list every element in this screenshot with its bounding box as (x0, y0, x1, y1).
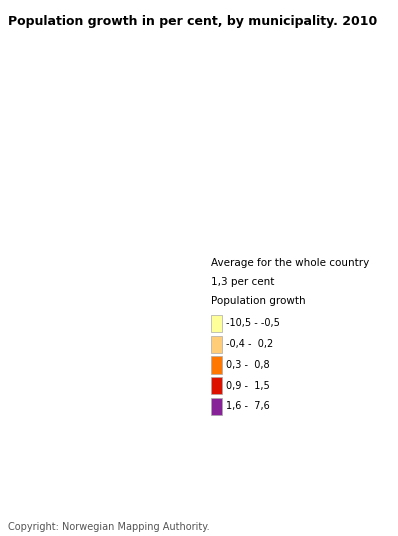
FancyBboxPatch shape (211, 356, 222, 374)
Text: 0,9 -  1,5: 0,9 - 1,5 (226, 381, 270, 391)
Text: -0,4 -  0,2: -0,4 - 0,2 (226, 339, 273, 349)
Text: 1,6 -  7,6: 1,6 - 7,6 (226, 401, 270, 411)
FancyBboxPatch shape (211, 315, 222, 332)
Text: Average for the whole country: Average for the whole country (211, 258, 369, 268)
Text: Population growth: Population growth (211, 296, 306, 306)
FancyBboxPatch shape (211, 398, 222, 415)
Text: Population growth in per cent, by municipality. 2010: Population growth in per cent, by munici… (8, 15, 377, 28)
Text: -10,5 - -0,5: -10,5 - -0,5 (226, 318, 280, 329)
Text: 1,3 per cent: 1,3 per cent (211, 277, 274, 287)
FancyBboxPatch shape (211, 377, 222, 394)
Text: Copyright: Norwegian Mapping Authority.: Copyright: Norwegian Mapping Authority. (8, 522, 210, 532)
Text: 0,3 -  0,8: 0,3 - 0,8 (226, 360, 270, 370)
FancyBboxPatch shape (211, 336, 222, 353)
